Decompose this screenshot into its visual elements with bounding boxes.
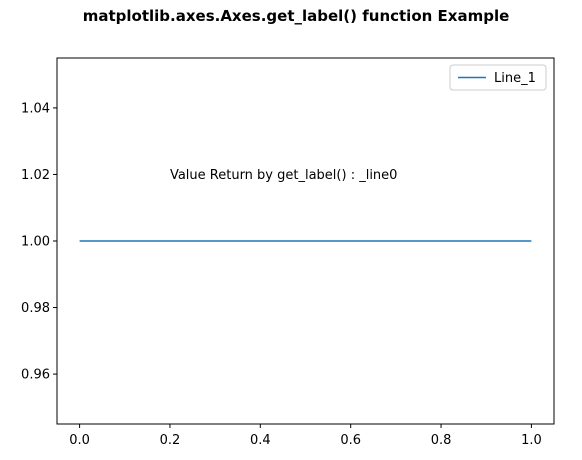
annotation-text: Value Return by get_label() : _line0: [170, 168, 397, 183]
x-tick-label: 0.8: [431, 433, 452, 448]
y-tick-label: 0.96: [21, 368, 50, 383]
x-tick-label: 1.0: [521, 433, 542, 448]
legend-label: Line_1: [494, 71, 536, 86]
chart-title: matplotlib.axes.Axes.get_label() functio…: [83, 7, 510, 25]
annotations: Value Return by get_label() : _line0: [170, 168, 397, 183]
y-tick-label: 1.04: [21, 101, 50, 116]
y-axis: 0.96 0.98 1.00 1.02 1.04: [21, 101, 57, 383]
y-tick-label: 1.02: [21, 168, 50, 183]
legend: Line_1: [449, 64, 547, 91]
legend-box: [449, 64, 547, 91]
x-tick-label: 0.0: [69, 433, 90, 448]
x-tick-label: 0.4: [250, 433, 271, 448]
x-axis: 0.0 0.2 0.4 0.6 0.8 1.0: [69, 424, 542, 448]
x-tick-label: 0.2: [160, 433, 181, 448]
y-tick-label: 0.98: [21, 301, 50, 316]
y-tick-label: 1.00: [21, 235, 50, 250]
x-tick-label: 0.6: [340, 433, 361, 448]
